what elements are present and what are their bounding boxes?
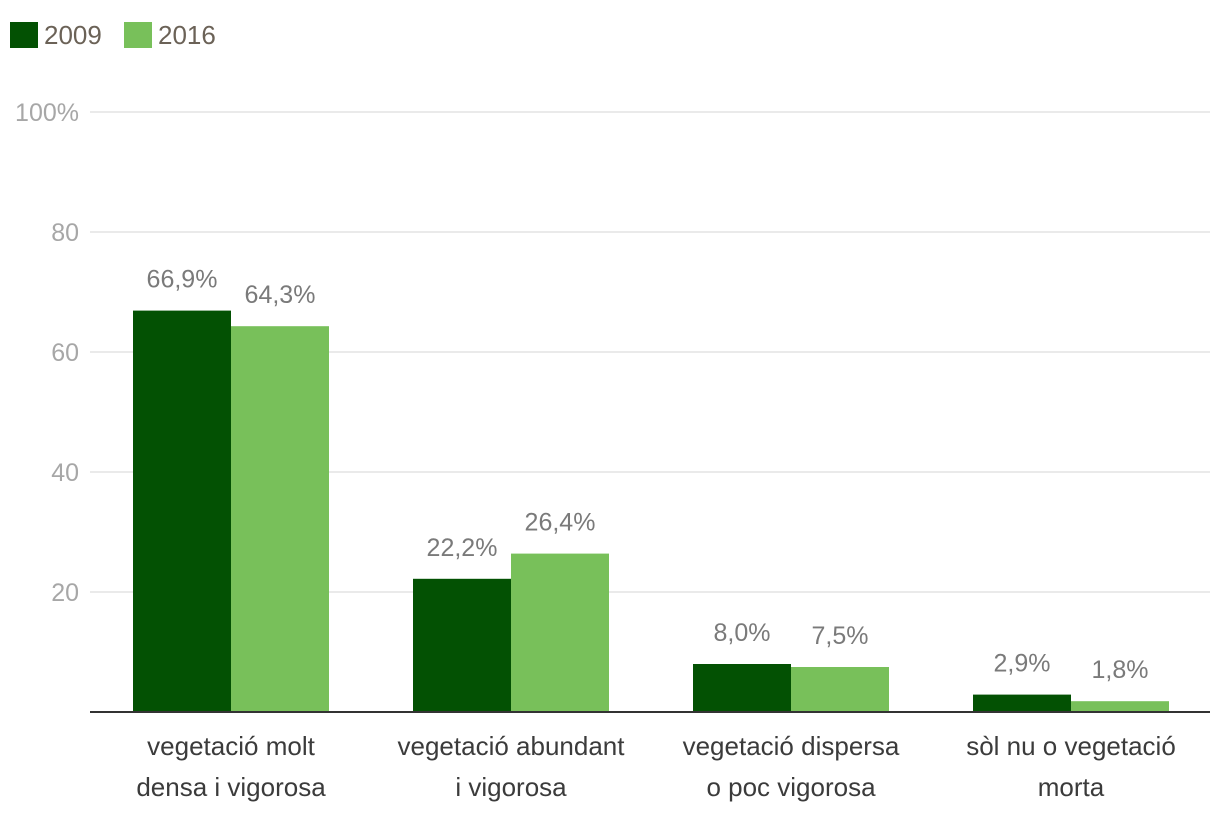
legend-label-2016: 2016 [158, 20, 216, 50]
category-label-line: vegetació abundant [398, 731, 626, 761]
y-tick-label-20: 20 [51, 579, 79, 607]
bar-2009-cat-3 [693, 664, 791, 712]
category-label-3: vegetació dispersa o poc vigorosa [683, 731, 900, 802]
y-tick-label-40: 40 [51, 459, 79, 487]
category-label-line: densa i vigorosa [136, 772, 326, 802]
y-tick-label-100: 100% [15, 99, 79, 127]
data-label-2016-cat-2: 26,4% [525, 509, 596, 537]
category-label-line: sòl nu o vegetació [966, 731, 1176, 761]
bar-2016-cat-1 [231, 326, 329, 712]
y-tick-label-60: 60 [51, 339, 79, 367]
category-label-line: o poc vigorosa [706, 772, 876, 802]
legend-swatch-2009 [10, 22, 38, 48]
category-label-4: sòl nu o vegetació morta [966, 731, 1176, 802]
bar-2009-cat-1 [133, 310, 231, 712]
category-label-line: morta [1038, 772, 1105, 802]
category-label-2: vegetació abundant i vigorosa [398, 731, 626, 802]
data-label-2009-cat-3: 8,0% [714, 619, 771, 647]
y-tick-label-80: 80 [51, 219, 79, 247]
category-label-line: vegetació dispersa [683, 731, 900, 761]
data-label-2009-cat-4: 2,9% [994, 650, 1051, 678]
data-label-2016-cat-3: 7,5% [812, 622, 869, 650]
data-label-2016-cat-1: 64,3% [245, 281, 316, 309]
category-label-1: vegetació molt densa i vigorosa [136, 731, 326, 802]
data-label-2016-cat-4: 1,8% [1092, 656, 1149, 684]
legend-swatch-2016 [124, 22, 152, 48]
bar-2009-cat-2 [413, 578, 511, 712]
bar-2009-cat-4 [973, 694, 1071, 712]
bar-2016-cat-4 [1071, 701, 1169, 712]
data-label-2009-cat-1: 66,9% [147, 266, 218, 294]
category-label-line: vegetació molt [147, 731, 315, 761]
category-label-line: i vigorosa [455, 772, 567, 802]
bar-2016-cat-3 [791, 667, 889, 712]
bar-2016-cat-2 [511, 553, 609, 712]
legend-label-2009: 2009 [44, 20, 102, 50]
data-label-2009-cat-2: 22,2% [427, 534, 498, 562]
